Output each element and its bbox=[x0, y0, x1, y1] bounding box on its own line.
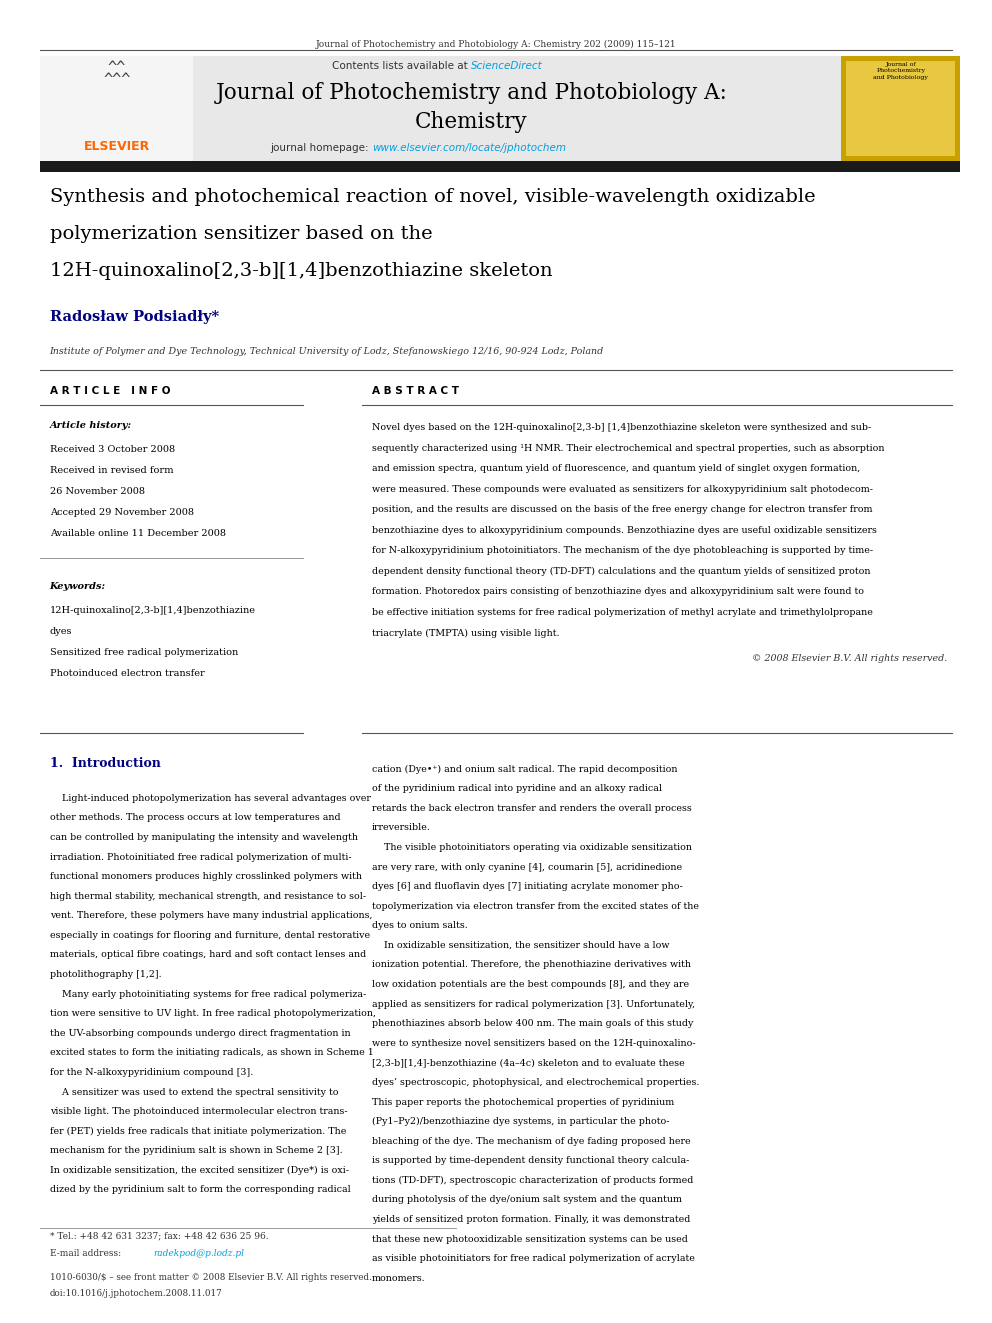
Text: triacrylate (TMPTA) using visible light.: triacrylate (TMPTA) using visible light. bbox=[372, 628, 559, 638]
Text: other methods. The process occurs at low temperatures and: other methods. The process occurs at low… bbox=[50, 814, 340, 823]
Text: are very rare, with only cyanine [4], coumarin [5], acridinedione: are very rare, with only cyanine [4], co… bbox=[372, 863, 682, 872]
Bar bbox=[40, 56, 841, 161]
Text: for N-alkoxypyridinium photoinitiators. The mechanism of the dye photobleaching : for N-alkoxypyridinium photoinitiators. … bbox=[372, 546, 873, 556]
Text: © 2008 Elsevier B.V. All rights reserved.: © 2008 Elsevier B.V. All rights reserved… bbox=[752, 654, 947, 663]
Bar bbox=[846, 61, 955, 156]
Text: be effective initiation systems for free radical polymerization of methyl acryla: be effective initiation systems for free… bbox=[372, 607, 873, 617]
Text: especially in coatings for flooring and furniture, dental restorative: especially in coatings for flooring and … bbox=[50, 931, 370, 939]
Text: topolymerization via electron transfer from the excited states of the: topolymerization via electron transfer f… bbox=[372, 902, 699, 910]
Text: yields of sensitized proton formation. Finally, it was demonstrated: yields of sensitized proton formation. F… bbox=[372, 1215, 690, 1224]
Text: tion were sensitive to UV light. In free radical photopolymerization,: tion were sensitive to UV light. In free… bbox=[50, 1009, 376, 1019]
Text: Institute of Polymer and Dye Technology, Technical University of Lodz, Stefanows: Institute of Polymer and Dye Technology,… bbox=[50, 347, 604, 356]
Text: A B S T R A C T: A B S T R A C T bbox=[372, 386, 459, 397]
Text: benzothiazine dyes to alkoxypyridinium compounds. Benzothiazine dyes are useful : benzothiazine dyes to alkoxypyridinium c… bbox=[372, 525, 877, 534]
Text: Article history:: Article history: bbox=[50, 421, 132, 430]
Text: A sensitizer was used to extend the spectral sensitivity to: A sensitizer was used to extend the spec… bbox=[50, 1088, 338, 1097]
Text: The visible photoinitiators operating via oxidizable sensitization: The visible photoinitiators operating vi… bbox=[372, 843, 692, 852]
Text: Received 3 October 2008: Received 3 October 2008 bbox=[50, 445, 175, 454]
Text: were measured. These compounds were evaluated as sensitizers for alkoxypyridiniu: were measured. These compounds were eval… bbox=[372, 484, 873, 493]
Text: Available online 11 December 2008: Available online 11 December 2008 bbox=[50, 529, 225, 538]
Text: were to synthesize novel sensitizers based on the 12H-quinoxalino-: were to synthesize novel sensitizers bas… bbox=[372, 1039, 695, 1048]
Text: mechanism for the pyridinium salt is shown in Scheme 2 [3].: mechanism for the pyridinium salt is sho… bbox=[50, 1146, 342, 1155]
Text: irreversible.: irreversible. bbox=[372, 823, 431, 832]
Text: is supported by time-dependent density functional theory calcula-: is supported by time-dependent density f… bbox=[372, 1156, 689, 1166]
Text: position, and the results are discussed on the basis of the free energy change f: position, and the results are discussed … bbox=[372, 505, 873, 515]
Text: dependent density functional theory (TD-DFT) calculations and the quantum yields: dependent density functional theory (TD-… bbox=[372, 566, 871, 576]
Text: Photoinduced electron transfer: Photoinduced electron transfer bbox=[50, 669, 204, 679]
Text: (Py1–Py2)/benzothiazine dye systems, in particular the photo-: (Py1–Py2)/benzothiazine dye systems, in … bbox=[372, 1117, 670, 1126]
Text: journal homepage:: journal homepage: bbox=[270, 143, 372, 153]
Text: photolithography [1,2].: photolithography [1,2]. bbox=[50, 970, 162, 979]
Text: of the pyridinium radical into pyridine and an alkoxy radical: of the pyridinium radical into pyridine … bbox=[372, 785, 662, 794]
Text: cation (Dye•⁺) and onium salt radical. The rapid decomposition: cation (Dye•⁺) and onium salt radical. T… bbox=[372, 765, 678, 774]
Text: low oxidation potentials are the best compounds [8], and they are: low oxidation potentials are the best co… bbox=[372, 980, 689, 990]
Text: 1.  Introduction: 1. Introduction bbox=[50, 757, 161, 770]
Text: dyes: dyes bbox=[50, 627, 72, 636]
Text: and emission spectra, quantum yield of fluorescence, and quantum yield of single: and emission spectra, quantum yield of f… bbox=[372, 464, 860, 474]
Text: fer (PET) yields free radicals that initiate polymerization. The: fer (PET) yields free radicals that init… bbox=[50, 1127, 346, 1135]
Text: Chemistry: Chemistry bbox=[415, 111, 528, 134]
Text: irradiation. Photoinitiated free radical polymerization of multi-: irradiation. Photoinitiated free radical… bbox=[50, 852, 351, 861]
Text: * Tel.: +48 42 631 3237; fax: +48 42 636 25 96.: * Tel.: +48 42 631 3237; fax: +48 42 636… bbox=[50, 1232, 268, 1241]
Text: A R T I C L E   I N F O: A R T I C L E I N F O bbox=[50, 386, 170, 397]
Text: vent. Therefore, these polymers have many industrial applications,: vent. Therefore, these polymers have man… bbox=[50, 912, 372, 921]
Text: retards the back electron transfer and renders the overall process: retards the back electron transfer and r… bbox=[372, 804, 691, 812]
Text: materials, optical fibre coatings, hard and soft contact lenses and: materials, optical fibre coatings, hard … bbox=[50, 950, 366, 959]
Text: ionization potential. Therefore, the phenothiazine derivatives with: ionization potential. Therefore, the phe… bbox=[372, 960, 691, 970]
Text: dyes to onium salts.: dyes to onium salts. bbox=[372, 921, 468, 930]
Text: applied as sensitizers for radical polymerization [3]. Unfortunately,: applied as sensitizers for radical polym… bbox=[372, 1000, 695, 1008]
Text: high thermal stability, mechanical strength, and resistance to sol-: high thermal stability, mechanical stren… bbox=[50, 892, 366, 901]
Text: Sensitized free radical polymerization: Sensitized free radical polymerization bbox=[50, 648, 238, 658]
Text: Novel dyes based on the 12H-quinoxalino[2,3-b] [1,4]benzothiazine skeleton were : Novel dyes based on the 12H-quinoxalino[… bbox=[372, 423, 871, 433]
Text: dized by the pyridinium salt to form the corresponding radical: dized by the pyridinium salt to form the… bbox=[50, 1185, 350, 1195]
Text: This paper reports the photochemical properties of pyridinium: This paper reports the photochemical pro… bbox=[372, 1098, 675, 1106]
Text: radekpod@p.lodz.pl: radekpod@p.lodz.pl bbox=[154, 1249, 245, 1258]
Text: tions (TD-DFT), spectroscopic characterization of products formed: tions (TD-DFT), spectroscopic characteri… bbox=[372, 1176, 693, 1185]
Text: phenothiazines absorb below 400 nm. The main goals of this study: phenothiazines absorb below 400 nm. The … bbox=[372, 1019, 693, 1028]
Text: [2,3-b][1,4]-benzothiazine (4a–4c) skeleton and to evaluate these: [2,3-b][1,4]-benzothiazine (4a–4c) skele… bbox=[372, 1058, 684, 1068]
Text: In oxidizable sensitization, the sensitizer should have a low: In oxidizable sensitization, the sensiti… bbox=[372, 941, 670, 950]
Text: sequently characterized using ¹H NMR. Their electrochemical and spectral propert: sequently characterized using ¹H NMR. Th… bbox=[372, 443, 885, 452]
Text: Many early photoinitiating systems for free radical polymeriza-: Many early photoinitiating systems for f… bbox=[50, 990, 366, 999]
Text: Journal of Photochemistry and Photobiology A: Chemistry 202 (2009) 115–121: Journal of Photochemistry and Photobiolo… bbox=[315, 40, 677, 49]
Text: during photolysis of the dye/onium salt system and the quantum: during photolysis of the dye/onium salt … bbox=[372, 1196, 682, 1204]
Text: 12H-quinoxalino[2,3-b][1,4]benzothiazine: 12H-quinoxalino[2,3-b][1,4]benzothiazine bbox=[50, 606, 256, 615]
Text: Radosław Podsiadły*: Radosław Podsiadły* bbox=[50, 310, 218, 324]
Text: www.elsevier.com/locate/jphotochem: www.elsevier.com/locate/jphotochem bbox=[372, 143, 566, 153]
Text: polymerization sensitizer based on the: polymerization sensitizer based on the bbox=[50, 225, 433, 243]
Text: Keywords:: Keywords: bbox=[50, 582, 106, 591]
Text: ^^
^^^: ^^ ^^^ bbox=[103, 60, 131, 87]
Text: bleaching of the dye. The mechanism of dye fading proposed here: bleaching of the dye. The mechanism of d… bbox=[372, 1136, 690, 1146]
Text: that these new photooxidizable sensitization systems can be used: that these new photooxidizable sensitiza… bbox=[372, 1234, 687, 1244]
Text: can be controlled by manipulating the intensity and wavelength: can be controlled by manipulating the in… bbox=[50, 833, 357, 841]
Text: formation. Photoredox pairs consisting of benzothiazine dyes and alkoxypyridiniu: formation. Photoredox pairs consisting o… bbox=[372, 587, 864, 597]
Text: E-mail address:: E-mail address: bbox=[50, 1249, 124, 1258]
Bar bbox=[40, 56, 193, 161]
Text: doi:10.1016/j.jphotochem.2008.11.017: doi:10.1016/j.jphotochem.2008.11.017 bbox=[50, 1289, 222, 1298]
Text: dyes’ spectroscopic, photophysical, and electrochemical properties.: dyes’ spectroscopic, photophysical, and … bbox=[372, 1078, 699, 1088]
Text: functional monomers produces highly crosslinked polymers with: functional monomers produces highly cros… bbox=[50, 872, 362, 881]
Text: as visible photoinitiators for free radical polymerization of acrylate: as visible photoinitiators for free radi… bbox=[372, 1254, 694, 1263]
Text: In oxidizable sensitization, the excited sensitizer (Dye*) is oxi-: In oxidizable sensitization, the excited… bbox=[50, 1166, 348, 1175]
Text: Received in revised form: Received in revised form bbox=[50, 466, 173, 475]
Text: Contents lists available at: Contents lists available at bbox=[332, 61, 471, 71]
Text: 26 November 2008: 26 November 2008 bbox=[50, 487, 145, 496]
Text: dyes [6] and fluoflavin dyes [7] initiating acrylate monomer pho-: dyes [6] and fluoflavin dyes [7] initiat… bbox=[372, 882, 682, 892]
Text: Accepted 29 November 2008: Accepted 29 November 2008 bbox=[50, 508, 193, 517]
Bar bbox=[40, 161, 960, 172]
Text: Light-induced photopolymerization has several advantages over: Light-induced photopolymerization has se… bbox=[50, 794, 370, 803]
Text: Journal of
Photochemistry
and Photobiology: Journal of Photochemistry and Photobiolo… bbox=[873, 62, 929, 79]
Text: for the N-alkoxypyridinium compound [3].: for the N-alkoxypyridinium compound [3]. bbox=[50, 1068, 253, 1077]
Text: 1010-6030/$ – see front matter © 2008 Elsevier B.V. All rights reserved.: 1010-6030/$ – see front matter © 2008 El… bbox=[50, 1273, 371, 1282]
Text: 12H-quinoxalino[2,3-b][1,4]benzothiazine skeleton: 12H-quinoxalino[2,3-b][1,4]benzothiazine… bbox=[50, 262, 553, 280]
Text: Synthesis and photochemical reaction of novel, visible-wavelength oxidizable: Synthesis and photochemical reaction of … bbox=[50, 188, 815, 206]
Bar bbox=[841, 56, 960, 161]
Text: Journal of Photochemistry and Photobiology A:: Journal of Photochemistry and Photobiolo… bbox=[215, 82, 727, 105]
Text: visible light. The photoinduced intermolecular electron trans-: visible light. The photoinduced intermol… bbox=[50, 1107, 347, 1117]
Text: monomers.: monomers. bbox=[372, 1274, 426, 1283]
Text: excited states to form the initiating radicals, as shown in Scheme 1: excited states to form the initiating ra… bbox=[50, 1048, 373, 1057]
Text: ScienceDirect: ScienceDirect bbox=[471, 61, 543, 71]
Text: the UV-absorbing compounds undergo direct fragmentation in: the UV-absorbing compounds undergo direc… bbox=[50, 1029, 350, 1037]
Text: ELSEVIER: ELSEVIER bbox=[84, 140, 150, 153]
